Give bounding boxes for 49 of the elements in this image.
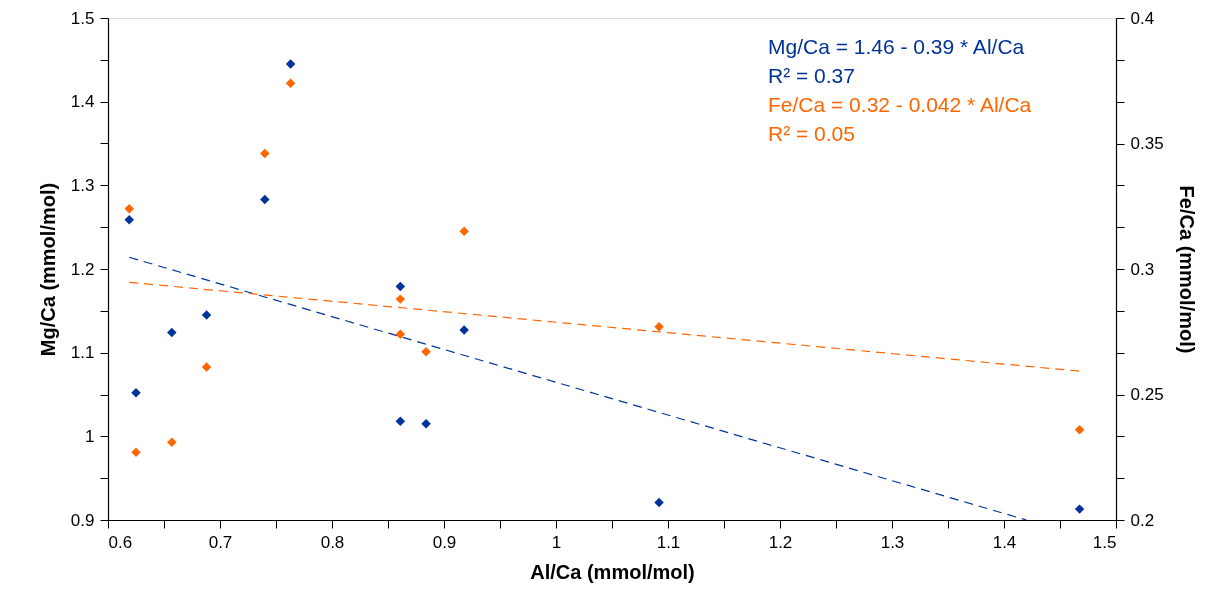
x-tick-label: 0.7 xyxy=(208,532,233,552)
y-tick-label: 1 xyxy=(85,426,95,446)
x-axis-title: Al/Ca (mmol/mol) xyxy=(530,560,695,583)
point xyxy=(124,204,135,214)
point xyxy=(395,329,406,339)
point xyxy=(1074,424,1085,435)
x-tick-label: 0.8 xyxy=(320,532,345,552)
y2-tick-label: 0.2 xyxy=(1130,510,1155,530)
x-tick-label: 1.4 xyxy=(992,532,1017,552)
point xyxy=(395,281,406,292)
x-tick-label: 0.9 xyxy=(432,532,457,552)
point xyxy=(260,194,270,205)
annotation: Mg/Ca = 1.46 - 0.39 * Al/Ca xyxy=(768,35,1025,58)
point xyxy=(421,419,431,429)
y-tick-label: 1.1 xyxy=(70,343,95,363)
x-tick-label: 1.3 xyxy=(880,532,905,552)
point xyxy=(201,362,212,372)
annotation: Fe/Ca = 0.32 - 0.042 * Al/Ca xyxy=(768,93,1032,116)
point xyxy=(285,78,296,88)
point xyxy=(459,226,469,237)
y2-tick-label: 0.4 xyxy=(1130,8,1155,28)
point xyxy=(395,416,406,427)
y-tick-label: 1.4 xyxy=(70,92,95,112)
point xyxy=(285,59,296,69)
point xyxy=(201,310,212,320)
point xyxy=(654,497,664,508)
y2-tick-label: 0.35 xyxy=(1130,134,1164,153)
point xyxy=(654,321,664,332)
x-tick-label: 0.6 xyxy=(108,532,133,552)
y2-tick-label: 0.25 xyxy=(1130,385,1164,404)
y-tick-label: 1.5 xyxy=(70,8,95,28)
point xyxy=(167,437,177,447)
annotation: R² = 0.05 xyxy=(768,122,855,145)
point xyxy=(124,214,135,225)
x-tick-label: 1.2 xyxy=(768,532,793,552)
point xyxy=(167,327,177,338)
point xyxy=(395,294,406,304)
y-tick-label: 1.3 xyxy=(70,175,95,195)
x-tick-label: 1 xyxy=(551,532,562,552)
y2-axis-title: Fe/Ca (mmol/mol) xyxy=(1175,185,1198,354)
x-tick-label: 1.1 xyxy=(656,532,681,552)
y-axis-title: Mg/Ca (mmol/mol) xyxy=(36,182,59,357)
y2-tick-label: 0.3 xyxy=(1130,259,1155,279)
annotation: R² = 0.37 xyxy=(768,64,855,87)
y-tick-label: 1.2 xyxy=(70,259,95,279)
point xyxy=(1074,504,1085,514)
x-tick-label: 1.5 xyxy=(1092,532,1117,552)
point xyxy=(260,148,270,159)
y-tick-label: 0.9 xyxy=(70,510,95,530)
